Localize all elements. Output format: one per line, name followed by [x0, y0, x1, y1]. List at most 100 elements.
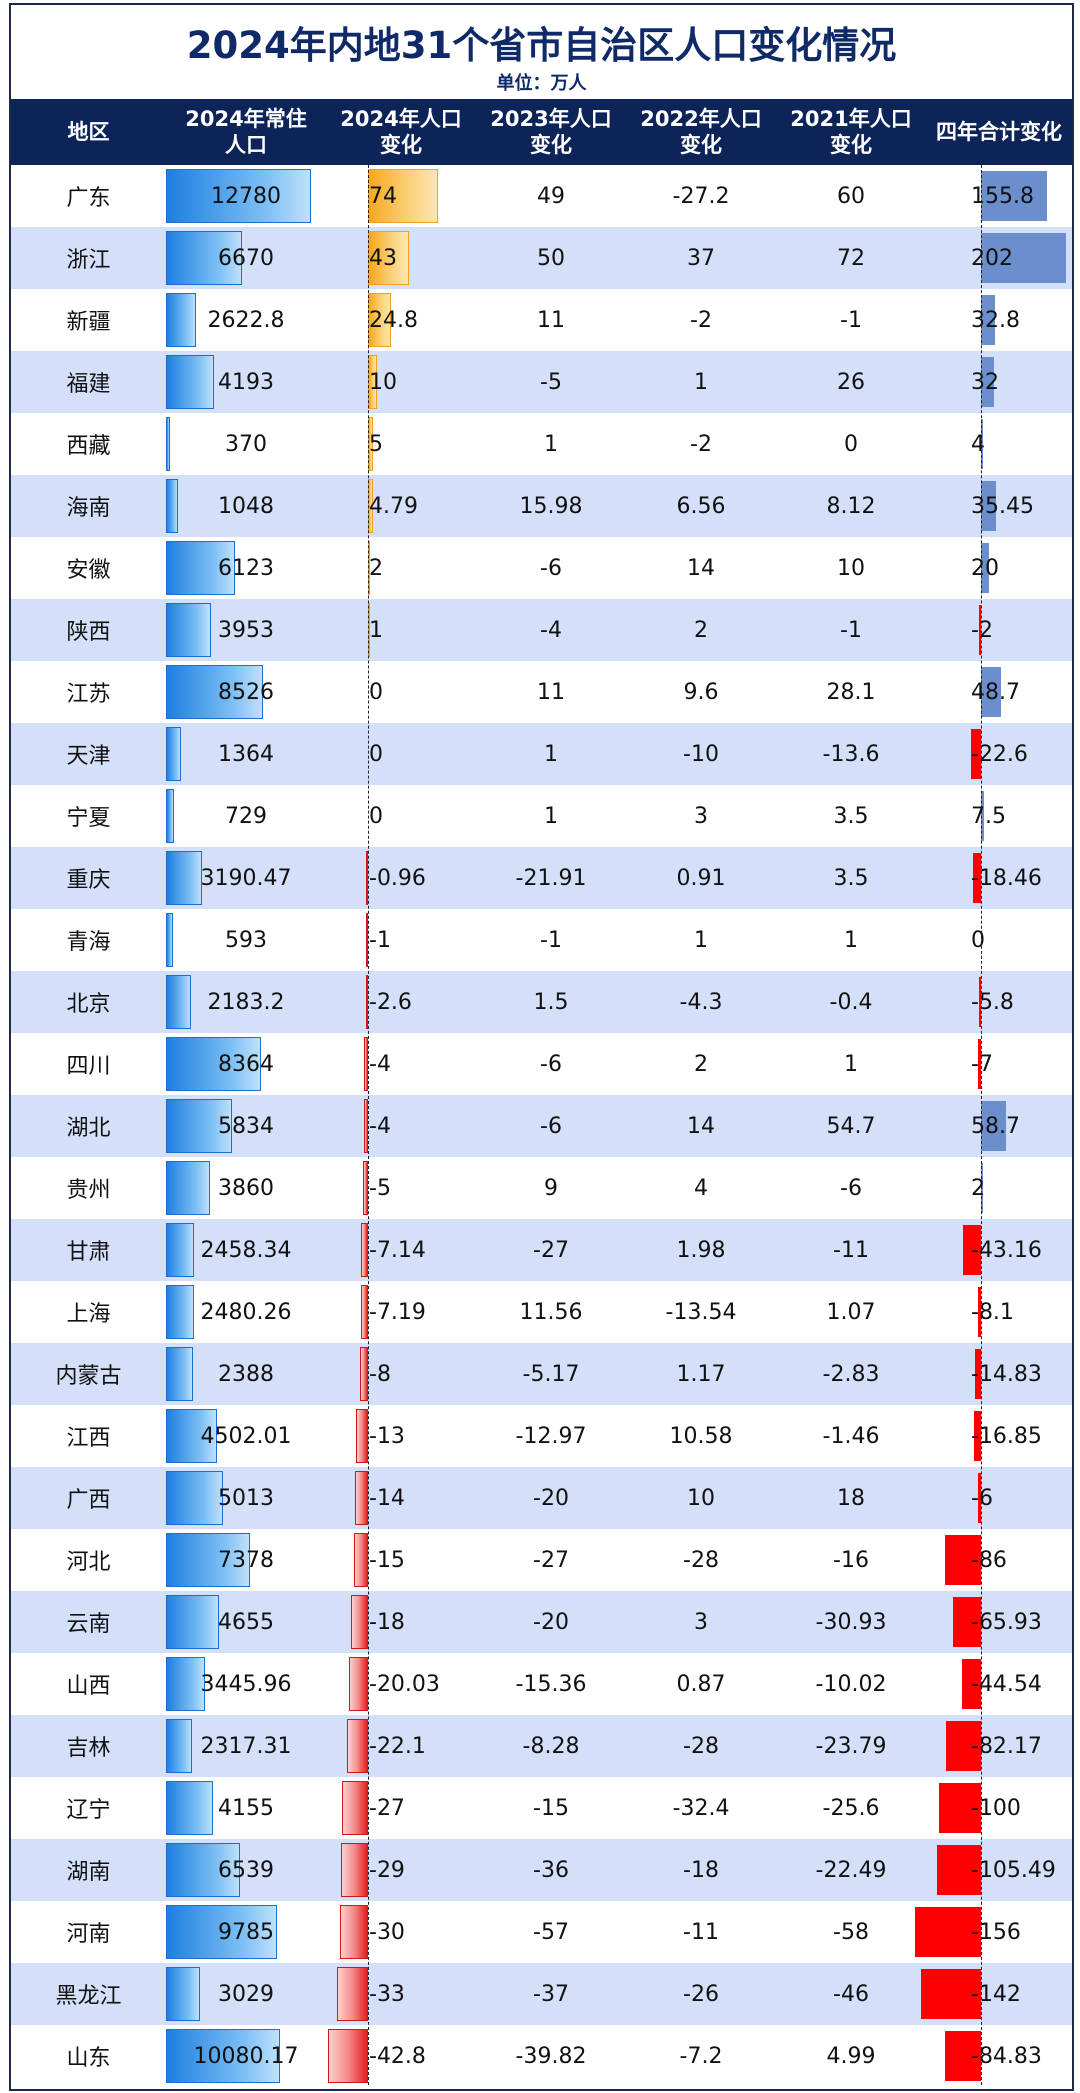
change-2024-bar	[368, 169, 438, 223]
change-2022-value: -28	[683, 1733, 719, 1759]
change-2022-value: -28	[683, 1547, 719, 1573]
change-2022-value: -11	[683, 1919, 719, 1945]
change-2024-bar	[364, 1037, 368, 1091]
population-bar	[166, 1595, 219, 1649]
population-bar	[166, 1285, 195, 1339]
change-2021-value: 28.1	[826, 679, 876, 705]
change-2023-value: 50	[537, 245, 565, 271]
population-value: 2622.8	[207, 307, 285, 333]
change-2024-bar	[336, 1967, 368, 2021]
region-cell: 吉林	[66, 1736, 111, 1761]
total-change-bar	[962, 1659, 981, 1709]
change-2022-value: 1.98	[676, 1237, 726, 1263]
population-value: 6670	[218, 245, 274, 271]
change-2021-value: -10.02	[815, 1671, 887, 1697]
population-bar	[166, 1099, 233, 1153]
chart-title: 2024年内地31个省市自治区人口变化情况	[186, 24, 897, 67]
total-change-value: -5.8	[971, 989, 1014, 1015]
table-row: 江苏 8526 0 11 9.6 28.1 48.7	[11, 661, 1072, 723]
total-change-bar	[938, 1783, 981, 1833]
change-2024-bar	[353, 1533, 368, 1587]
change-2024-value: -0.96	[369, 865, 426, 891]
total-change-bar	[981, 543, 990, 593]
change-2024-value: 74	[369, 183, 397, 209]
population-value: 3860	[218, 1175, 274, 1201]
region-cell: 山西	[66, 1674, 111, 1699]
region-cell: 重庆	[66, 868, 111, 893]
population-bar	[166, 851, 203, 905]
change-2024-bar	[350, 1595, 368, 1649]
population-value: 593	[225, 927, 267, 953]
region-cell: 上海	[66, 1302, 111, 1327]
change-2024-value: 0	[369, 741, 383, 767]
total-change-value: -14.83	[971, 1361, 1042, 1387]
header-change-2024: 2024年人口 变化	[340, 107, 462, 157]
total-change-value: 32	[971, 369, 999, 395]
change-2023-value: -4	[540, 617, 562, 643]
total-change-bar	[962, 1225, 981, 1275]
population-value: 8526	[218, 679, 274, 705]
table-row: 河南 9785 -30 -57 -11 -58 -156	[11, 1901, 1072, 1963]
region-cell: 河北	[66, 1550, 111, 1575]
total-change-bar	[981, 791, 985, 841]
region-cell: 海南	[66, 496, 111, 521]
population-value: 7378	[218, 1547, 274, 1573]
change-2024-value: -4	[369, 1113, 391, 1139]
header-total-change: 四年合计变化	[936, 120, 1062, 144]
change-2023-value: 49	[537, 183, 565, 209]
change-2022-value: 3	[694, 803, 708, 829]
change-2023-value: -27	[533, 1237, 569, 1263]
change-2022-value: -13.54	[665, 1299, 737, 1325]
total-change-value: -43.16	[971, 1237, 1042, 1263]
total-change-bar	[978, 1039, 981, 1089]
total-change-bar	[971, 729, 981, 779]
total-change-value: -7	[971, 1051, 993, 1077]
total-change-value: 0	[971, 927, 985, 953]
total-change-bar	[981, 171, 1047, 221]
region-cell: 宁夏	[66, 806, 111, 831]
population-bar	[166, 541, 236, 595]
total-change-bar	[953, 1597, 981, 1647]
change-2023-value: 1	[544, 741, 558, 767]
total-change-value: 155.8	[971, 183, 1034, 209]
change-2021-value: -1	[840, 307, 862, 333]
table-frame: 2024年内地31个省市自治区人口变化情况 单位：万人 地区 2024年常住 人…	[9, 3, 1074, 2091]
total-change-bar	[981, 295, 995, 345]
change-2024-bar	[368, 231, 409, 285]
change-2022-value: -2	[690, 431, 712, 457]
population-bar	[166, 479, 178, 533]
population-bar	[166, 975, 191, 1029]
change-2021-value: -1	[840, 617, 862, 643]
population-value: 1048	[218, 493, 274, 519]
total-change-value: -44.54	[971, 1671, 1042, 1697]
region-cell: 山东	[66, 2046, 111, 2071]
change-2022-value: -18	[683, 1857, 719, 1883]
table-row: 福建 4193 10 -5 1 26 32	[11, 351, 1072, 413]
change-2024-bar	[364, 1099, 368, 1153]
table-row: 山东 10080.17 -42.8 -39.82 -7.2 4.99 -84.83	[11, 2025, 1072, 2087]
region-cell: 福建	[66, 372, 111, 397]
table-row: 湖南 6539 -29 -36 -18 -22.49 -105.49	[11, 1839, 1072, 1901]
change-2024-value: -33	[369, 1981, 405, 2007]
population-value: 8364	[218, 1051, 274, 1077]
population-value: 3953	[218, 617, 274, 643]
change-2024-value: -14	[369, 1485, 405, 1511]
total-change-bar	[981, 667, 1002, 717]
change-2021-value: 10	[837, 555, 865, 581]
population-bar	[166, 1409, 218, 1463]
change-2024-value: -20.03	[369, 1671, 440, 1697]
total-change-value: -105.49	[971, 1857, 1056, 1883]
total-change-bar	[944, 1535, 981, 1585]
change-2024-bar	[355, 1409, 368, 1463]
header-region: 地区	[67, 120, 110, 144]
total-change-bar	[974, 1349, 981, 1399]
change-2023-value: -5	[540, 369, 562, 395]
change-2023-value: -12.97	[515, 1423, 587, 1449]
change-2023-value: -6	[540, 555, 562, 581]
table-row: 黑龙江 3029 -33 -37 -26 -46 -142	[11, 1963, 1072, 2025]
zero-line-total	[981, 165, 982, 2085]
total-change-value: -65.93	[971, 1609, 1042, 1635]
change-2022-value: 14	[687, 555, 715, 581]
population-value: 5013	[218, 1485, 274, 1511]
change-2022-value: -32.4	[672, 1795, 730, 1821]
